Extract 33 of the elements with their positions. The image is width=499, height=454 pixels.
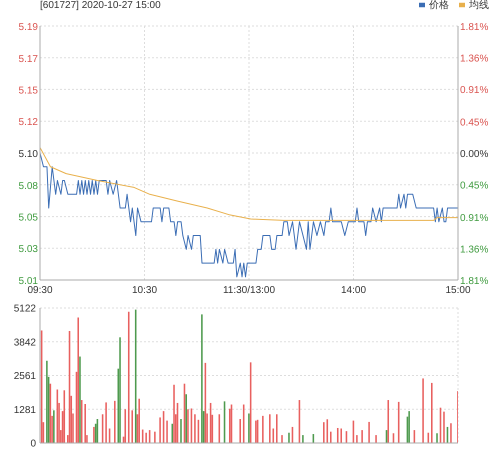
- y-tick-label: 5.05: [18, 212, 38, 224]
- y-tick-label: 5.08: [18, 180, 38, 192]
- line-series: [40, 146, 458, 221]
- y-tick-label: 2561: [14, 371, 36, 382]
- y-tick-label: 5.12: [18, 117, 38, 128]
- x-tick-label: 14:00: [340, 285, 366, 296]
- y-tick-label: 5.03: [18, 244, 38, 256]
- chart-title: [601727] 2020-10-27 15:00: [40, 0, 161, 11]
- y2-tick-label: 1.81%: [460, 276, 488, 287]
- y2-tick-label: 0.91%: [460, 85, 488, 96]
- y-tick-label: 5122: [14, 304, 36, 315]
- line-series: [40, 152, 458, 278]
- x-tick-label: 11:30/13:00: [222, 285, 276, 296]
- y2-tick-label: 0.45%: [460, 180, 488, 192]
- y2-tick-label: 0.45%: [460, 117, 488, 128]
- y2-tick-label: 0.00%: [460, 149, 488, 160]
- y-tick-label: 3842: [14, 337, 36, 348]
- x-tick-label: 15:00: [445, 285, 471, 296]
- y2-tick-label: 1.81%: [460, 22, 488, 33]
- legend-label: 价格: [429, 0, 449, 11]
- y-tick-label: 0: [30, 438, 36, 450]
- y-tick-label: 1281: [14, 404, 36, 416]
- y2-tick-label: 0.91%: [460, 212, 488, 224]
- y-tick-label: 5.01: [18, 276, 38, 287]
- legend-label: 均线: [469, 0, 489, 11]
- y-tick-label: 5.15: [18, 85, 38, 96]
- y2-tick-label: 1.36%: [460, 244, 488, 256]
- y-tick-label: 5.17: [18, 54, 38, 65]
- y2-tick-label: 1.36%: [460, 54, 488, 65]
- x-tick-label: 10:30: [132, 285, 158, 296]
- x-tick-label: 09:30: [27, 285, 53, 296]
- y-tick-label: 5.10: [18, 149, 38, 160]
- y-tick-label: 5.19: [18, 22, 38, 33]
